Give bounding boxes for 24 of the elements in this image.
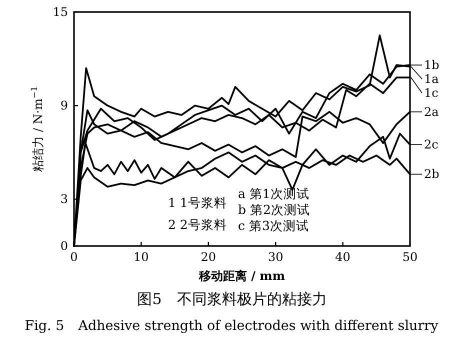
annotation: 1 1号浆料 [168, 195, 227, 210]
series-label: 1c [424, 86, 439, 100]
x-tick-label: 50 [402, 250, 418, 264]
y-tick-label: 9 [60, 98, 68, 113]
annotation: 2 2号浆料 [168, 217, 227, 232]
y-tick-label: 3 [60, 192, 68, 206]
y-tick-label: 15 [52, 5, 68, 19]
legend-label: 2c [424, 138, 439, 152]
text: Fig. 5 Adhesive strength of electrodes with different slurry [24, 318, 439, 334]
legend-label: 1b [424, 58, 440, 72]
legend-label: 1a [424, 72, 439, 86]
annotation: b 第2次测试 [238, 202, 310, 217]
series-label: 2a [424, 104, 439, 119]
x-tick-label: 20 [200, 250, 216, 264]
annotation: a 第1次测试 [238, 186, 310, 201]
x-axis-title: 移动距离 / mm [198, 269, 286, 283]
x-tick-label: 30 [268, 250, 284, 264]
legend-label: 2b [424, 167, 440, 182]
annotation: c 第3次测试 [238, 218, 309, 233]
x-tick-label: 40 [335, 250, 350, 264]
x-tick-label: 10 [134, 250, 149, 264]
x-tick-label: 0 [70, 250, 78, 264]
text: 图5 不同浆料极片的粘接力 [137, 290, 327, 308]
y-tick-label: 0 [60, 239, 68, 253]
